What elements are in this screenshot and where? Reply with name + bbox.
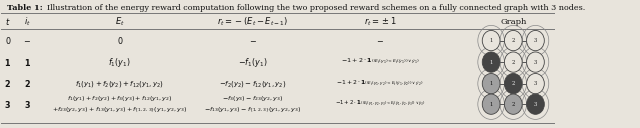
Text: 1: 1 (490, 38, 493, 43)
Text: $-f_3(y_3)-f_{23}(y_2,y_3)$: $-f_3(y_3)-f_{23}(y_2,y_3)$ (222, 94, 284, 103)
Text: $r_t = \pm 1$: $r_t = \pm 1$ (364, 15, 397, 28)
Ellipse shape (504, 73, 522, 94)
Ellipse shape (504, 30, 522, 51)
Ellipse shape (527, 52, 545, 72)
Text: $+f_{23}(y_2,y_3)+f_{13}(y_1,y_3)+f_{\{1,2,3\}}(y_1,y_2,y_3)$: $+f_{23}(y_2,y_3)+f_{13}(y_1,y_3)+f_{\{1… (52, 105, 188, 115)
Text: 3: 3 (534, 38, 537, 43)
Text: 3: 3 (534, 102, 537, 107)
Text: $-$: $-$ (249, 37, 257, 45)
Text: $\mathbf{3}$: $\mathbf{3}$ (24, 99, 31, 110)
Text: Graph: Graph (500, 18, 527, 26)
Ellipse shape (527, 30, 545, 51)
Text: $\mathbf{1}$: $\mathbf{1}$ (4, 57, 12, 68)
Text: $f_1(y_1)+f_2(y_2)+f_3(y_3)+f_{12}(y_1,y_2)$: $f_1(y_1)+f_2(y_2)+f_3(y_3)+f_{12}(y_1,y… (67, 94, 173, 103)
Text: $-f_2(y_2)-f_{12}(y_1,y_2)$: $-f_2(y_2)-f_{12}(y_1,y_2)$ (219, 79, 287, 89)
Ellipse shape (527, 73, 545, 94)
Text: $-f_{13}(y_1,y_3)-f_{\{1,2,3\}}(y_1,y_2,y_3)$: $-f_{13}(y_1,y_3)-f_{\{1,2,3\}}(y_1,y_2,… (204, 105, 301, 115)
Text: $\mathbf{2}$: $\mathbf{2}$ (24, 78, 31, 89)
Text: $\mathbf{3}$: $\mathbf{3}$ (4, 99, 12, 110)
Text: $0$: $0$ (4, 35, 11, 46)
Text: $-$: $-$ (23, 37, 31, 45)
Text: $f_1(y_1)+f_2(y_2)+f_{12}(y_1,y_2)$: $f_1(y_1)+f_2(y_2)+f_{12}(y_1,y_2)$ (76, 79, 164, 89)
Text: $-1+2\cdot\mathbf{1}_{((E_t(y_1,y_2,y_3)<E_t(\hat{y}_1,\hat{y}_2,\hat{y}_3))\vee: $-1+2\cdot\mathbf{1}_{((E_t(y_1,y_2,y_3)… (335, 99, 426, 109)
Text: $-1+2\cdot\mathbf{1}_{((E_t(y_1)<E_t(\hat{y}_1))\vee\hat{y}_1)}$: $-1+2\cdot\mathbf{1}_{((E_t(y_1)<E_t(\ha… (341, 57, 420, 67)
Text: $f_1(y_1)$: $f_1(y_1)$ (109, 56, 131, 69)
Text: $-1+2\cdot\mathbf{1}_{((E_t(y_1,y_2)<E_t(\hat{y}_1,\hat{y}_2))\vee\hat{y}_2)}$: $-1+2\cdot\mathbf{1}_{((E_t(y_1,y_2)<E_t… (337, 78, 424, 89)
Text: $-f_1(y_1)$: $-f_1(y_1)$ (238, 56, 268, 69)
Ellipse shape (527, 94, 545, 114)
Text: 2: 2 (511, 38, 515, 43)
Text: $0$: $0$ (116, 35, 123, 46)
Text: 1: 1 (490, 81, 493, 86)
Ellipse shape (483, 30, 500, 51)
Ellipse shape (483, 94, 500, 114)
Text: 3: 3 (534, 60, 537, 65)
Ellipse shape (504, 52, 522, 72)
Text: $E_t$: $E_t$ (115, 15, 125, 28)
Text: $i_t$: $i_t$ (24, 15, 31, 28)
Text: 2: 2 (511, 81, 515, 86)
Text: Illustration of the energy reward computation following the two proposed reward : Illustration of the energy reward comput… (42, 4, 586, 12)
Ellipse shape (504, 94, 522, 114)
Ellipse shape (483, 73, 500, 94)
Text: $r_t = -(E_t - E_{t-1})$: $r_t = -(E_t - E_{t-1})$ (217, 15, 289, 28)
Text: 2: 2 (511, 60, 515, 65)
Text: $\mathbf{1}$: $\mathbf{1}$ (24, 57, 31, 68)
Text: 3: 3 (534, 81, 537, 86)
Text: 1: 1 (490, 102, 493, 107)
Text: 2: 2 (511, 102, 515, 107)
Ellipse shape (483, 52, 500, 72)
Text: $\mathbf{2}$: $\mathbf{2}$ (4, 78, 12, 89)
Text: $-$: $-$ (376, 37, 384, 45)
Text: 1: 1 (490, 60, 493, 65)
Text: $t$: $t$ (5, 16, 11, 27)
Text: Table 1:: Table 1: (7, 4, 43, 12)
